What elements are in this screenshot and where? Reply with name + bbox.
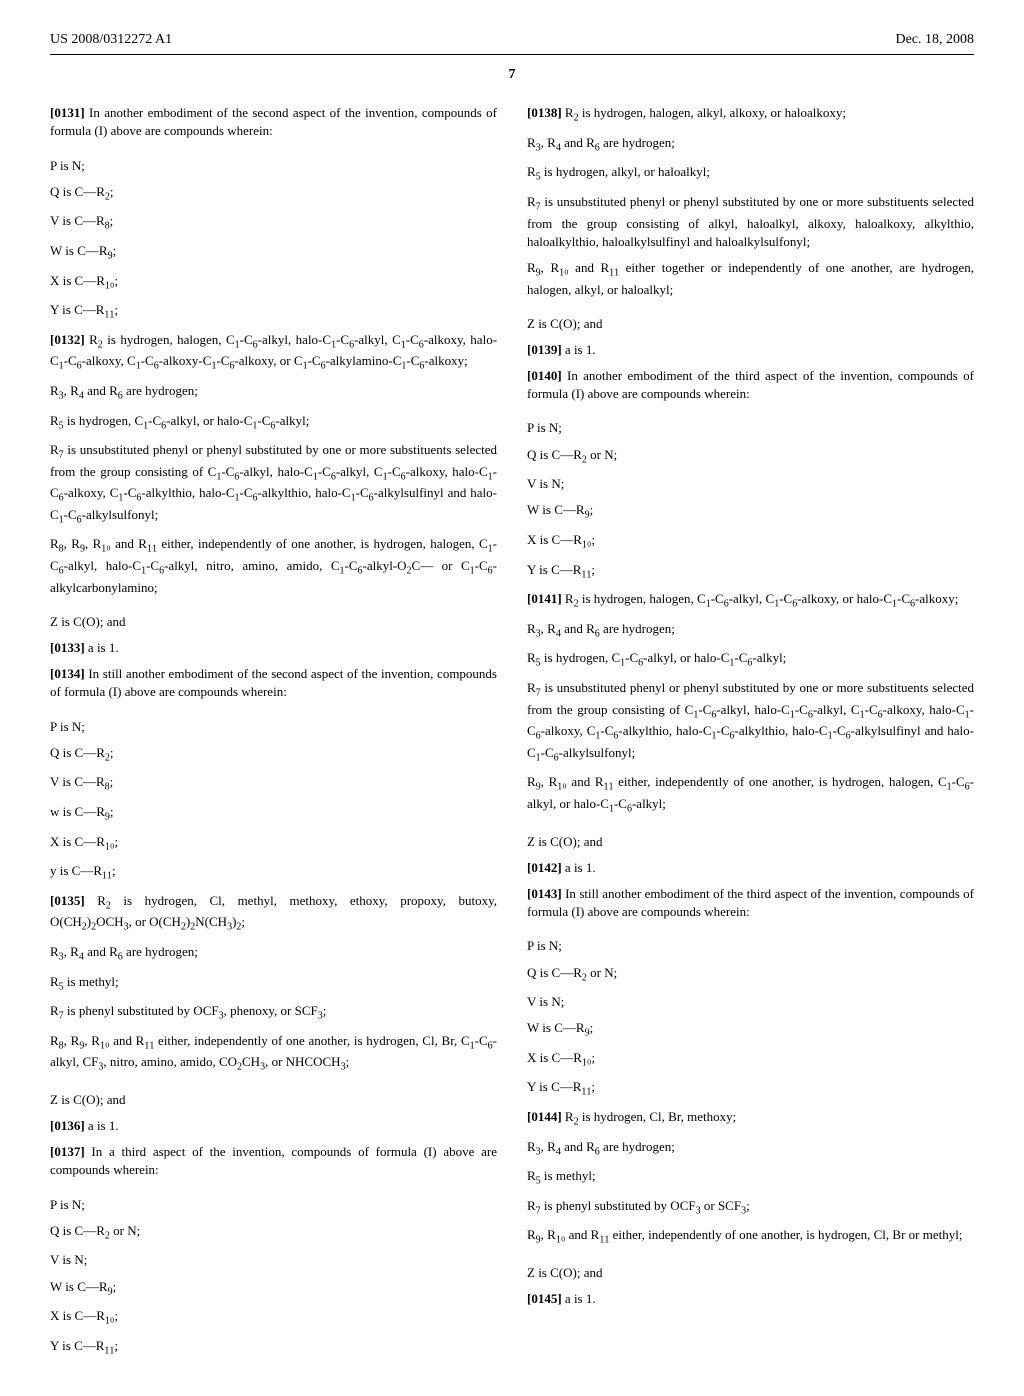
p-is-n: P is N; bbox=[50, 157, 497, 175]
paragraph-0139: [0139] a is 1. bbox=[527, 341, 974, 359]
y-is-cr11-4: Y is C—R11; bbox=[527, 561, 974, 583]
p-is-n-5: P is N; bbox=[527, 937, 974, 955]
r8r11-b: R8, R9, R1₀ and R11 either, independentl… bbox=[50, 1032, 497, 1075]
content-columns: [0131] In another embodiment of the seco… bbox=[50, 104, 974, 1366]
r7-e: R7 is phenyl substituted by OCF3 or SCF3… bbox=[527, 1197, 974, 1219]
r7-a: R7 is unsubstituted phenyl or phenyl sub… bbox=[50, 441, 497, 527]
v-is-n: V is N; bbox=[50, 1251, 497, 1269]
x-is-cr10-4: X is C—R1₀; bbox=[527, 531, 974, 553]
paragraph-0136: [0136] a is 1. bbox=[50, 1117, 497, 1135]
r8r11-a: R8, R9, R1₀ and R11 either, independentl… bbox=[50, 535, 497, 596]
r5-b: R5 is hydrogen, alkyl, or haloalkyl; bbox=[527, 163, 974, 185]
y-is-cr11: Y is C—R11; bbox=[50, 301, 497, 323]
y-is-cr11-lower: y is C—R11; bbox=[50, 862, 497, 884]
w-is-cr9-lower: w is C—R9; bbox=[50, 803, 497, 825]
r7-d: R7 is unsubstituted phenyl or phenyl sub… bbox=[527, 679, 974, 765]
v-is-n-2: V is N; bbox=[527, 475, 974, 493]
w-is-cr9-3: W is C—R9; bbox=[50, 1278, 497, 1300]
r5-c: R5 is hydrogen, C1-C6-alkyl, or halo-C1-… bbox=[527, 649, 974, 671]
r7-b: R7 is phenyl substituted by OCF3, phenox… bbox=[50, 1002, 497, 1024]
paragraph-0138: [0138] R2 is hydrogen, halogen, alkyl, a… bbox=[527, 104, 974, 126]
paragraph-0143: [0143] In still another embodiment of th… bbox=[527, 885, 974, 921]
x-is-cr10-2: X is C—R1₀; bbox=[50, 833, 497, 855]
w-is-cr9-4: W is C—R9; bbox=[527, 501, 974, 523]
paragraph-0137: [0137] In a third aspect of the inventio… bbox=[50, 1143, 497, 1179]
paragraph-0134: [0134] In still another embodiment of th… bbox=[50, 665, 497, 701]
p-is-n-3: P is N; bbox=[50, 1196, 497, 1214]
r5-methyl: R5 is methyl; bbox=[50, 973, 497, 995]
right-column: [0138] R2 is hydrogen, halogen, alkyl, a… bbox=[527, 104, 974, 1366]
paragraph-0144: [0144] R2 is hydrogen, Cl, Br, methoxy; bbox=[527, 1108, 974, 1130]
x-is-cr10-5: X is C—R1₀; bbox=[527, 1049, 974, 1071]
paragraph-0142: [0142] a is 1. bbox=[527, 859, 974, 877]
p-is-n-4: P is N; bbox=[527, 419, 974, 437]
paragraph-0140: [0140] In another embodiment of the thir… bbox=[527, 367, 974, 403]
r9r11-c: R9, R1₀ and R11 either together or indep… bbox=[527, 259, 974, 299]
v-is-n-3: V is N; bbox=[527, 993, 974, 1011]
r3r4r6-b: R3, R4 and R6 are hydrogen; bbox=[527, 134, 974, 156]
page-header: US 2008/0312272 A1 Dec. 18, 2008 bbox=[50, 30, 974, 55]
page-number: 7 bbox=[50, 65, 974, 85]
p-is-n-2: P is N; bbox=[50, 718, 497, 736]
z-is-co: Z is C(O); and bbox=[50, 613, 497, 631]
x-is-cr10: X is C—R1₀; bbox=[50, 272, 497, 294]
r9r11-e: R9, R1₀ and R11 either, independently of… bbox=[527, 1226, 974, 1248]
q-is-cr2-or-n-3: Q is C—R2 or N; bbox=[527, 964, 974, 986]
r3r4r6-hydrogen-2: R3, R4 and R6 are hydrogen; bbox=[50, 943, 497, 965]
r5-a: R5 is hydrogen, C1-C6-alkyl, or halo-C1-… bbox=[50, 412, 497, 434]
paragraph-0135: [0135] R2 is hydrogen, Cl, methyl, metho… bbox=[50, 892, 497, 935]
q-is-cr2: Q is C—R2; bbox=[50, 183, 497, 205]
v-is-cr8: V is C—R8; bbox=[50, 212, 497, 234]
r3r4r6-d: R3, R4 and R6 are hydrogen; bbox=[527, 1138, 974, 1160]
paragraph-0131: [0131] In another embodiment of the seco… bbox=[50, 104, 497, 140]
paragraph-0133: [0133] a is 1. bbox=[50, 639, 497, 657]
header-publication-number: US 2008/0312272 A1 bbox=[50, 30, 172, 50]
z-is-co-4: Z is C(O); and bbox=[527, 833, 974, 851]
header-date: Dec. 18, 2008 bbox=[895, 30, 974, 50]
r7-c: R7 is unsubstituted phenyl or phenyl sub… bbox=[527, 193, 974, 251]
v-is-cr8-2: V is C—R8; bbox=[50, 773, 497, 795]
r3r4r6-c: R3, R4 and R6 are hydrogen; bbox=[527, 620, 974, 642]
r3r4r6-hydrogen: R3, R4 and R6 are hydrogen; bbox=[50, 382, 497, 404]
q-is-cr2-2: Q is C—R2; bbox=[50, 744, 497, 766]
paragraph-0145: [0145] a is 1. bbox=[527, 1290, 974, 1308]
w-is-cr9: W is C—R9; bbox=[50, 242, 497, 264]
q-is-cr2-or-n: Q is C—R2 or N; bbox=[50, 1222, 497, 1244]
left-column: [0131] In another embodiment of the seco… bbox=[50, 104, 497, 1366]
z-is-co-5: Z is C(O); and bbox=[527, 1264, 974, 1282]
paragraph-0141: [0141] R2 is hydrogen, halogen, C1-C6-al… bbox=[527, 590, 974, 612]
z-is-co-2: Z is C(O); and bbox=[50, 1091, 497, 1109]
w-is-cr9-5: W is C—R9; bbox=[527, 1019, 974, 1041]
r5-methyl-2: R5 is methyl; bbox=[527, 1167, 974, 1189]
y-is-cr11-3: Y is C—R11; bbox=[50, 1337, 497, 1359]
x-is-cr10-3: X is C—R1₀; bbox=[50, 1307, 497, 1329]
paragraph-0132: [0132] R2 is hydrogen, halogen, C1-C6-al… bbox=[50, 331, 497, 374]
q-is-cr2-or-n-2: Q is C—R2 or N; bbox=[527, 446, 974, 468]
r9r11-d: R9, R1₀ and R11 either, independently of… bbox=[527, 773, 974, 816]
y-is-cr11-5: Y is C—R11; bbox=[527, 1078, 974, 1100]
z-is-co-3: Z is C(O); and bbox=[527, 315, 974, 333]
